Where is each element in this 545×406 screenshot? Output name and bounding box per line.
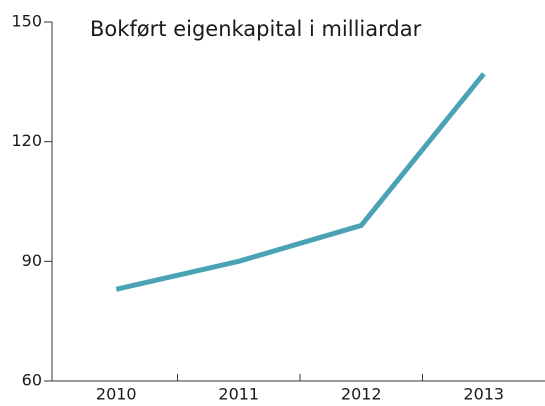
x-tick-label: 2012 bbox=[341, 385, 382, 404]
y-tick-label: 150 bbox=[11, 12, 42, 31]
y-tick-label: 90 bbox=[22, 251, 42, 270]
x-tick-label: 2010 bbox=[96, 385, 137, 404]
x-tick-label: 2011 bbox=[218, 385, 259, 404]
x-tick-label: 2013 bbox=[463, 385, 504, 404]
chart-title: Bokført eigenkapital i milliardar bbox=[90, 17, 422, 41]
y-tick-label: 120 bbox=[11, 131, 42, 150]
y-tick-label: 60 bbox=[22, 371, 42, 390]
line-series bbox=[115, 72, 486, 292]
